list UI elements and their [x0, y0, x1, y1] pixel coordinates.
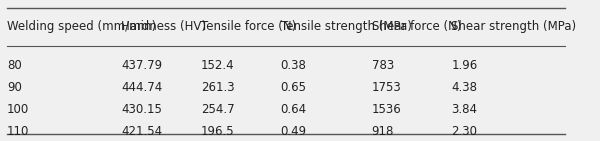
Text: 0.38: 0.38 [281, 59, 307, 72]
Text: 3.84: 3.84 [451, 103, 478, 116]
Text: 783: 783 [372, 59, 394, 72]
Text: 918: 918 [372, 125, 394, 138]
Text: 152.4: 152.4 [201, 59, 235, 72]
Text: 254.7: 254.7 [201, 103, 235, 116]
Text: 0.64: 0.64 [281, 103, 307, 116]
Text: Tensile strength (MPa): Tensile strength (MPa) [281, 20, 412, 33]
Text: Tensile force (N): Tensile force (N) [201, 20, 296, 33]
Text: Hardness (HV): Hardness (HV) [121, 20, 206, 33]
Text: 196.5: 196.5 [201, 125, 235, 138]
Text: 430.15: 430.15 [121, 103, 162, 116]
Text: Shear force (N): Shear force (N) [372, 20, 461, 33]
Text: 4.38: 4.38 [451, 81, 478, 94]
Text: 437.79: 437.79 [121, 59, 162, 72]
Text: 444.74: 444.74 [121, 81, 162, 94]
Text: 2.30: 2.30 [451, 125, 478, 138]
Text: 1.96: 1.96 [451, 59, 478, 72]
Text: 110: 110 [7, 125, 29, 138]
Text: 1536: 1536 [372, 103, 401, 116]
Text: 421.54: 421.54 [121, 125, 162, 138]
Text: 0.49: 0.49 [281, 125, 307, 138]
Text: 100: 100 [7, 103, 29, 116]
Text: 1753: 1753 [372, 81, 401, 94]
Text: 261.3: 261.3 [201, 81, 235, 94]
Text: Shear strength (MPa): Shear strength (MPa) [451, 20, 577, 33]
Text: Welding speed (mm/min): Welding speed (mm/min) [7, 20, 156, 33]
Text: 80: 80 [7, 59, 22, 72]
Text: 0.65: 0.65 [281, 81, 307, 94]
Text: 90: 90 [7, 81, 22, 94]
